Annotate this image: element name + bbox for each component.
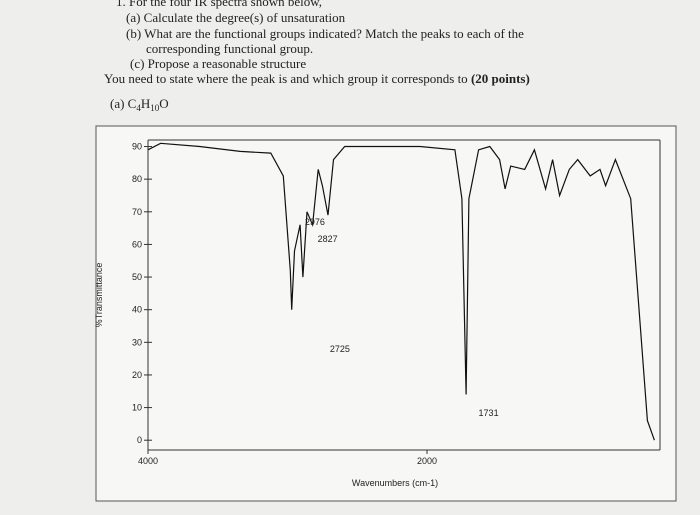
peak-label: 2976 xyxy=(305,217,325,227)
peak-label: 1731 xyxy=(479,408,499,418)
y-tick-label: 50 xyxy=(132,272,142,282)
instruction-text: You need to state where the peak is and … xyxy=(104,71,468,86)
peak-label: 2827 xyxy=(318,234,338,244)
x-tick-label: 4000 xyxy=(138,456,158,466)
y-tick-label: 70 xyxy=(132,207,142,217)
y-tick-label: 30 xyxy=(132,337,142,347)
points: (20 points) xyxy=(471,71,530,86)
plot: 0 10 20 30 40 50 60 70 80 90 4000 2000 2976 2827 2725 1… xyxy=(132,139,661,466)
y-tick-label: 80 xyxy=(132,174,142,184)
formula-sub: 4 xyxy=(136,103,141,113)
formula: (a) C4H10O xyxy=(110,96,169,113)
y-axis-label: %Transmittance xyxy=(94,263,104,328)
formula-part: O xyxy=(159,96,168,111)
x-axis-label: Wavenumbers (cm-1) xyxy=(352,478,438,488)
y-tick-label: 60 xyxy=(132,239,142,249)
question-line: (c) Propose a reasonable structure xyxy=(130,56,306,71)
chart-frame xyxy=(95,125,677,502)
formula-part: H xyxy=(141,96,150,111)
formula-sub: 10 xyxy=(150,103,160,113)
peak-label: 2725 xyxy=(330,344,350,354)
instruction: You need to state where the peak is and … xyxy=(104,71,530,86)
question-line: (a) Calculate the degree(s) of unsaturat… xyxy=(126,10,346,25)
question-line: (b) What are the functional groups indic… xyxy=(126,26,524,41)
y-tick-label: 40 xyxy=(132,305,142,315)
spectrum-line xyxy=(147,142,655,441)
y-tick-label: 90 xyxy=(132,142,142,152)
y-tick-label: 10 xyxy=(132,403,142,413)
y-tick-label: 0 xyxy=(137,435,142,445)
x-tick-label: 2000 xyxy=(417,456,437,466)
formula-part: (a) C xyxy=(110,96,136,111)
question-line: corresponding functional group. xyxy=(146,41,313,56)
y-tick-label: 20 xyxy=(132,370,142,380)
question-line: 1. For the four IR spectra shown below, xyxy=(116,0,322,9)
